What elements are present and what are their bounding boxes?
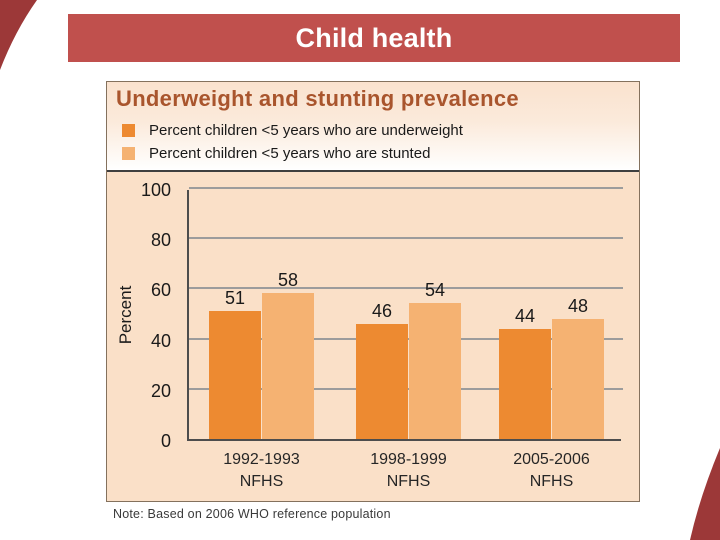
legend-item-underweight: Percent children <5 years who are underw… (122, 119, 631, 142)
gridline-80 (189, 237, 623, 240)
bar-stunted-2005-2006 (552, 319, 604, 439)
legend-swatch-underweight-icon (122, 124, 135, 137)
bar-stunted-1998-1999 (409, 303, 461, 439)
slide-title-banner: Child health (68, 14, 680, 62)
legend-item-stunted: Percent children <5 years who are stunte… (122, 142, 631, 165)
y-tick-0: 0 (160, 431, 171, 451)
y-tick-80: 80 (150, 230, 171, 251)
corner-accent-bottom-right-shape (690, 448, 720, 540)
bar-value-label: 44 (514, 306, 536, 326)
chart-header: Underweight and stunting prevalence Perc… (107, 82, 639, 170)
x-axis-label-1998-1999: 1998-1999 NFHS (370, 451, 447, 490)
corner-accent-top-left-shape (0, 0, 37, 70)
y-tick-40: 40 (150, 330, 171, 351)
bar-value-label: 46 (371, 301, 393, 321)
bar-value-label: 48 (567, 296, 589, 316)
bar-underweight-1992-1993 (209, 311, 261, 439)
gridline-60 (189, 287, 623, 290)
chart-title: Underweight and stunting prevalence (116, 86, 519, 111)
chart-note: Note: Based on 2006 WHO reference popula… (113, 507, 391, 521)
legend-swatch-stunted-icon (122, 147, 135, 160)
chart-legend: Percent children <5 years who are underw… (122, 119, 631, 165)
slide-title: Child health (295, 22, 453, 53)
x-axis-label-1992-1993: 1992-1993 NFHS (223, 451, 300, 490)
y-tick-60: 60 (150, 280, 171, 301)
y-tick-100: 100 (140, 180, 171, 200)
gridline-100 (189, 187, 623, 189)
legend-label-stunted: Percent children <5 years who are stunte… (149, 145, 431, 162)
bar-stunted-1992-1993 (262, 293, 314, 439)
chart-panel: Underweight and stunting prevalence Perc… (106, 81, 640, 502)
plot-section: Percent 0 20 40 60 80 100 51 58 46 54 44 48 1992-1… (107, 170, 639, 501)
plot-area: 51 58 46 54 44 48 (187, 187, 623, 441)
bar-value-label: 51 (224, 288, 246, 308)
x-axis-label-2005-2006: 2005-2006 NFHS (513, 451, 590, 490)
bar-value-label: 54 (424, 280, 446, 300)
bar-underweight-1998-1999 (356, 324, 408, 439)
legend-label-underweight: Percent children <5 years who are underw… (149, 122, 463, 139)
bar-value-label: 58 (277, 270, 299, 290)
bar-underweight-2005-2006 (499, 329, 551, 439)
y-tick-20: 20 (150, 380, 171, 401)
